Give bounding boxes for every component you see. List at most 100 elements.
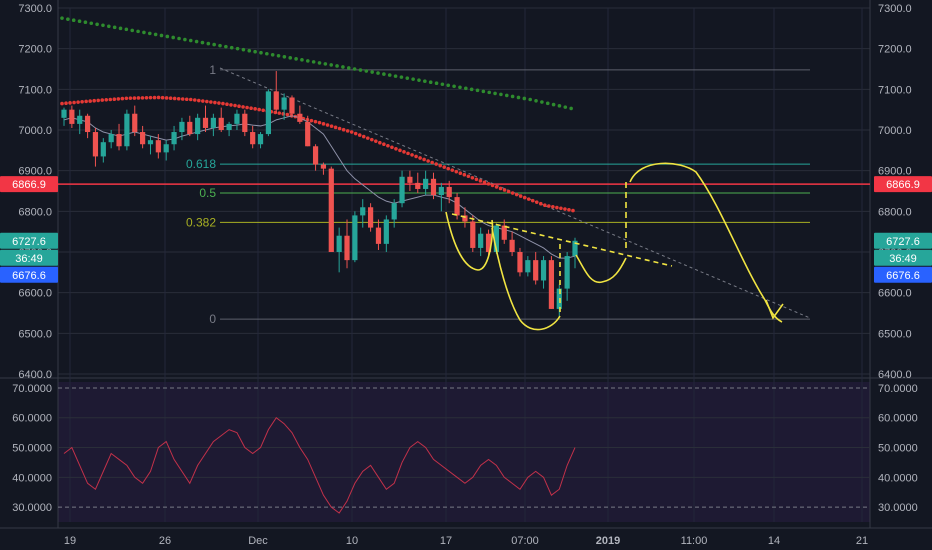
- candle-body: [336, 235, 342, 252]
- candle-body: [100, 142, 106, 157]
- candle-body: [257, 134, 264, 145]
- x-axis: 19 26 Dec 10 17 07:00 2019 11:00 14 21: [64, 535, 868, 547]
- green-ma-dot: [294, 57, 298, 61]
- candle-body: [273, 91, 279, 110]
- right-shoulder-curve: [575, 254, 627, 284]
- red-ma-dot: [394, 147, 398, 151]
- candle-body: [250, 132, 256, 145]
- red-ma-dot: [406, 151, 410, 156]
- green-ma-dot: [341, 65, 345, 69]
- green-ma-dot: [229, 45, 234, 50]
- green-ma-dot: [282, 55, 287, 59]
- green-ma-dot: [218, 43, 222, 48]
- green-ma-dot: [364, 69, 369, 73]
- red-ma-dot: [446, 166, 451, 171]
- red-ma-dot: [534, 200, 539, 204]
- candle-body: [132, 113, 138, 133]
- green-ma-dot: [423, 79, 427, 83]
- green-ma-dot: [387, 73, 392, 77]
- fib-level-label: 0.382: [186, 215, 216, 229]
- green-ma-dot: [118, 26, 123, 31]
- green-ma-dot: [504, 93, 509, 98]
- rsi-tick-label-left: 30.0000: [12, 502, 52, 514]
- x-tick-label: 26: [159, 535, 171, 547]
- green-ma-dot: [235, 46, 240, 51]
- price-badges: 6866.9 6866.9 6727.6 6727.6 36:49 36:49 6676.6…: [0, 176, 932, 283]
- red-ma-dot: [92, 98, 96, 103]
- red-ma-dot: [345, 129, 350, 133]
- red-ma-dot: [233, 103, 237, 108]
- red-ma-dot: [96, 98, 101, 103]
- rsi-tick-label-left: 70.0000: [12, 383, 52, 395]
- green-ma-dot: [352, 67, 357, 71]
- candle-body: [462, 215, 468, 222]
- candle-body: [320, 164, 327, 169]
- red-ma-dot: [466, 174, 471, 179]
- candle-body: [485, 233, 492, 252]
- candle-body: [501, 225, 507, 240]
- green-ma-dot: [376, 71, 380, 75]
- fibonacci-retracement[interactable]: 1 0.618 0.5 0.382 0: [186, 63, 810, 326]
- red-ma-dot: [76, 100, 80, 104]
- candle-body: [352, 215, 358, 261]
- green-ma-dot: [77, 19, 82, 24]
- red-ma-dot: [172, 96, 177, 101]
- red-ma-dot: [108, 97, 113, 102]
- candle-body: [368, 207, 374, 228]
- red-ma-dot: [176, 96, 181, 101]
- red-ma-dot: [68, 101, 72, 105]
- candle-body: [171, 132, 177, 145]
- candle-body: [415, 182, 421, 189]
- candle-body: [84, 115, 91, 133]
- red-ma-dot: [188, 97, 193, 102]
- red-ma-dot: [136, 96, 141, 100]
- red-ma-dot: [237, 104, 241, 109]
- red-ma-dot: [132, 96, 137, 100]
- candle-body: [540, 260, 547, 281]
- red-ma-dot: [337, 126, 342, 131]
- red-ma-dot: [88, 99, 92, 103]
- candle-body: [61, 109, 67, 118]
- red-ma-dot: [64, 101, 68, 106]
- red-ma-dot: [518, 194, 523, 198]
- red-ma-dot: [60, 101, 64, 106]
- candle-body: [218, 117, 224, 130]
- green-ma-dot: [370, 70, 374, 74]
- red-ma-dot: [361, 134, 366, 139]
- candle-body: [548, 260, 555, 309]
- red-ma-dot: [526, 197, 531, 201]
- red-ma-dot: [551, 204, 555, 209]
- green-ma-dot: [241, 47, 246, 52]
- green-ma-dot: [165, 34, 170, 39]
- dashed-trendline[interactable]: [219, 67, 811, 319]
- x-tick-label: 14: [768, 535, 780, 547]
- red-ma-dot: [450, 168, 455, 172]
- candle-body: [517, 252, 523, 273]
- candle-body: [92, 132, 99, 157]
- green-ma-dot: [323, 62, 328, 66]
- green-ma-dot: [142, 30, 146, 35]
- green-ma-dot: [130, 28, 135, 33]
- candle-body: [147, 140, 154, 145]
- short-moving-average: [63, 115, 576, 259]
- y-tick-label-left: 6500.0: [18, 328, 52, 340]
- candle-body: [446, 186, 452, 198]
- red-ma-dot: [414, 154, 418, 159]
- price-badge: [0, 176, 58, 193]
- candle-body: [407, 176, 413, 183]
- green-ma-dot: [493, 91, 497, 96]
- green-ma-dot: [95, 22, 99, 27]
- red-ma-dot: [498, 186, 503, 191]
- yellow-annotation-pattern[interactable]: [445, 162, 784, 331]
- candle-body: [202, 117, 209, 128]
- green-ma-dot: [475, 88, 480, 93]
- green-ma-dot: [522, 96, 527, 101]
- green-ma-dot: [563, 105, 568, 109]
- price-badge: [0, 266, 58, 283]
- red-ma-dot: [120, 96, 125, 101]
- fib-level-label: 0.5: [199, 186, 216, 200]
- candle-body: [509, 239, 515, 252]
- green-ma-dot: [405, 76, 410, 80]
- candle-body: [470, 221, 476, 248]
